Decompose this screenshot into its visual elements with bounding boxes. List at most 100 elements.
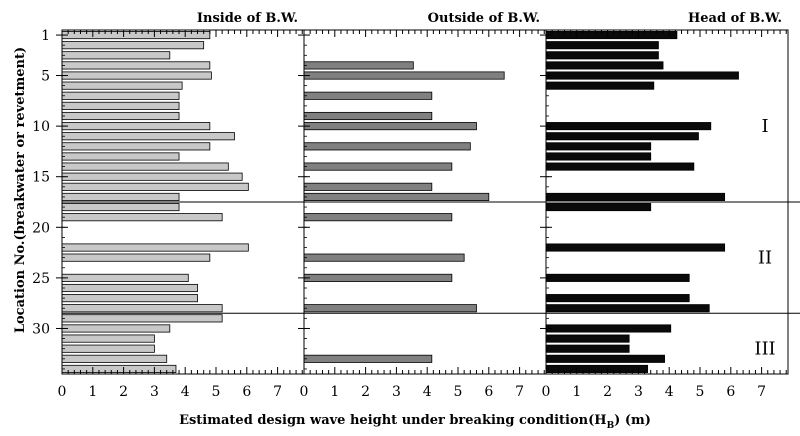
group-label-III: III (754, 339, 775, 360)
x-axis-title-subscript: B (607, 421, 615, 431)
bar-loc-6 (61, 81, 183, 90)
y-tick-label: 15 (32, 170, 50, 186)
x-tick-label: 4 (665, 384, 674, 400)
bar-loc-18 (545, 203, 652, 212)
panel-3: Head of B.W. 0 1 2 3 4 5 6 7 (540, 11, 789, 400)
bar-loc-32 (545, 344, 630, 353)
y-tick-label: 25 (32, 271, 50, 287)
bar-loc-5 (545, 71, 739, 80)
bar-loc-18 (61, 203, 180, 212)
bar-loc-17 (545, 192, 726, 201)
bar-loc-14 (303, 162, 453, 171)
x-tick-label: 7 (515, 384, 524, 400)
bar-loc-22 (61, 243, 249, 252)
bar-loc-13 (545, 152, 652, 161)
bar-loc-5 (303, 71, 505, 80)
panel-title: Inside of B.W. (197, 11, 298, 26)
x-axis-title-end: ) (m) (614, 413, 651, 428)
bar-loc-9 (61, 111, 180, 121)
bar-loc-28 (303, 304, 477, 313)
bar-loc-14 (545, 162, 695, 171)
x-tick-label: 1 (572, 384, 581, 400)
x-tick-label: 7 (273, 384, 282, 400)
x-axis-title-main: Estimated design wave height under break… (179, 413, 606, 428)
bar-loc-28 (61, 304, 223, 313)
bar-loc-12 (545, 142, 652, 151)
bar-loc-34 (61, 364, 177, 373)
bar-loc-8 (61, 101, 180, 110)
panels-layer: Inside of B.W. 0 1 2 3 4 5 6 7 Outside of B.W. 0 1 2… (32, 11, 800, 400)
bar-loc-3 (61, 51, 171, 60)
x-tick-label: 1 (88, 384, 97, 400)
bar-loc-2 (61, 41, 205, 50)
bar-loc-25 (303, 273, 453, 282)
bar-loc-32 (61, 344, 155, 353)
x-tick-label: 5 (454, 384, 463, 400)
y-tick-label: 5 (41, 69, 50, 85)
x-tick-label: 6 (726, 384, 735, 400)
x-tick-label: 4 (181, 384, 190, 400)
bar-loc-26 (61, 283, 198, 293)
y-tick-label: 10 (32, 119, 50, 135)
bar-loc-30 (61, 324, 171, 333)
y-tick-label: 1 (41, 28, 50, 44)
bar-loc-11 (61, 132, 235, 141)
x-tick-label: 6 (242, 384, 251, 400)
bar-loc-10 (61, 122, 211, 131)
bar-loc-7 (61, 91, 180, 100)
bar-loc-23 (303, 253, 465, 262)
bar-loc-19 (61, 213, 223, 222)
bar-loc-29 (61, 314, 223, 323)
bar-loc-5 (61, 71, 212, 80)
x-tick-label: 3 (150, 384, 159, 400)
bar-loc-13 (61, 152, 180, 161)
bar-loc-33 (545, 354, 665, 363)
x-tick-label: 5 (212, 384, 221, 400)
x-axis-title: Estimated design wave height under break… (179, 413, 651, 431)
bar-loc-3 (545, 51, 659, 60)
bar-loc-31 (61, 334, 155, 343)
bar-loc-25 (545, 273, 690, 282)
bar-loc-12 (303, 142, 471, 151)
bar-loc-12 (61, 142, 211, 151)
bar-loc-6 (545, 81, 655, 90)
x-tick-label: 7 (757, 384, 766, 400)
bar-loc-2 (545, 41, 659, 50)
bar-loc-25 (61, 273, 189, 282)
bar-loc-16 (303, 182, 433, 191)
x-tick-label: 4 (423, 384, 432, 400)
bar-loc-28 (545, 304, 710, 313)
bar-loc-19 (303, 213, 453, 222)
bar-loc-22 (545, 243, 726, 252)
y-tick-label: 30 (32, 321, 50, 337)
bar-loc-33 (303, 354, 433, 363)
bar-loc-4 (303, 61, 414, 70)
bar-loc-10 (303, 122, 477, 131)
bar-loc-27 (61, 294, 198, 303)
panel-title: Head of B.W. (688, 11, 782, 26)
bar-loc-15 (61, 172, 243, 181)
x-tick-label: 2 (603, 384, 612, 400)
bar-loc-30 (545, 324, 672, 333)
bar-loc-33 (61, 354, 168, 363)
bar-loc-11 (545, 132, 699, 141)
x-tick-label: 1 (330, 384, 339, 400)
bar-loc-10 (545, 122, 712, 131)
x-tick-label: 5 (696, 384, 705, 400)
x-tick-label: 2 (361, 384, 370, 400)
bar-loc-27 (545, 294, 690, 303)
panel-2: Outside of B.W. 0 1 2 3 4 5 6 7 (298, 11, 547, 400)
bar-loc-7 (303, 91, 433, 100)
bar-loc-14 (61, 162, 229, 171)
x-tick-label: 3 (634, 384, 643, 400)
x-tick-label: 0 (300, 384, 309, 400)
bar-loc-17 (61, 192, 180, 201)
x-tick-label: 0 (58, 384, 67, 400)
bar-loc-9 (303, 111, 433, 121)
x-tick-label: 3 (392, 384, 401, 400)
panel-title: Outside of B.W. (428, 11, 540, 26)
x-tick-label: 2 (119, 384, 128, 400)
y-tick-label: 20 (32, 220, 50, 236)
bar-loc-31 (545, 334, 630, 343)
